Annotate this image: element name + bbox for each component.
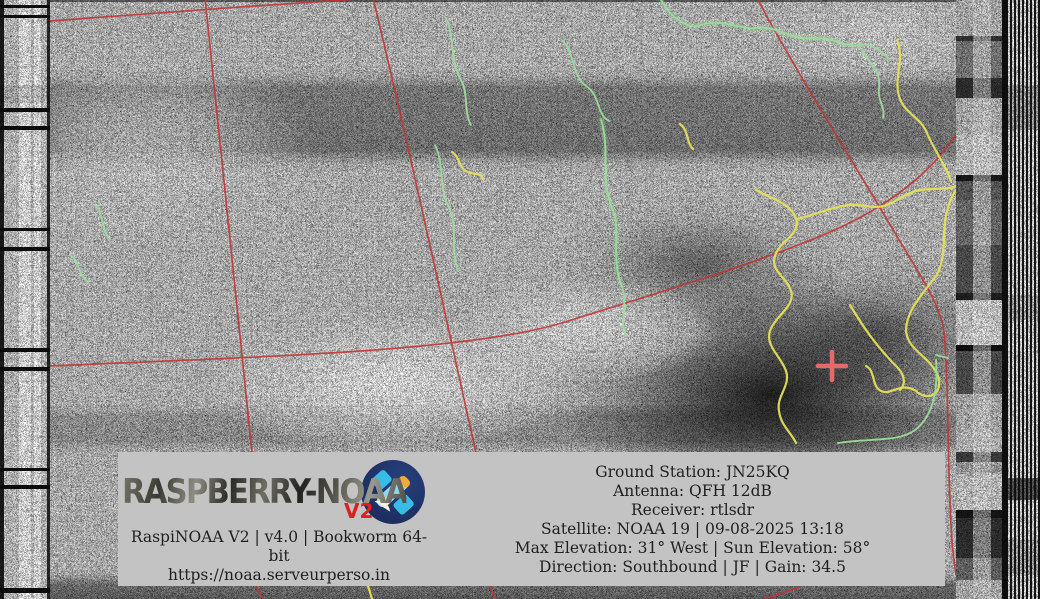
logo-version-badge: V2	[344, 499, 374, 523]
station-url-text: https://noaa.serveurperso.in	[168, 566, 390, 584]
info-panel-left: RASPBERRY-NOAA V2 RaspiNOAA V2 | v4.0 | …	[118, 452, 440, 586]
elevation-line: Max Elevation: 31° West | Sun Elevation:…	[514, 539, 871, 557]
info-panel: RASPBERRY-NOAA V2 RaspiNOAA V2 | v4.0 | …	[118, 452, 945, 586]
apt-sync-bar-left	[0, 0, 50, 599]
raspberry-noaa-logo: RASPBERRY-NOAA V2	[118, 455, 440, 528]
ground-station-line: Ground Station: JN25KQ	[595, 463, 790, 481]
direction-gain-line: Direction: Southbound | JF | Gain: 34.5	[539, 558, 846, 576]
info-panel-right: Ground Station: JN25KQ Antenna: QFH 12dB…	[440, 452, 945, 586]
system-info-text: RaspiNOAA V2 | v4.0 | Bookworm 64-bit	[130, 528, 428, 565]
receiver-line: Receiver: rtlsdr	[630, 501, 755, 519]
satellite-pass-line: Satellite: NOAA 19 | 09-08-2025 13:18	[540, 520, 845, 538]
apt-sync-bar-right	[1008, 0, 1040, 599]
antenna-line: Antenna: QFH 12dB	[613, 482, 772, 500]
apt-telemetry-wedges	[956, 0, 1002, 599]
